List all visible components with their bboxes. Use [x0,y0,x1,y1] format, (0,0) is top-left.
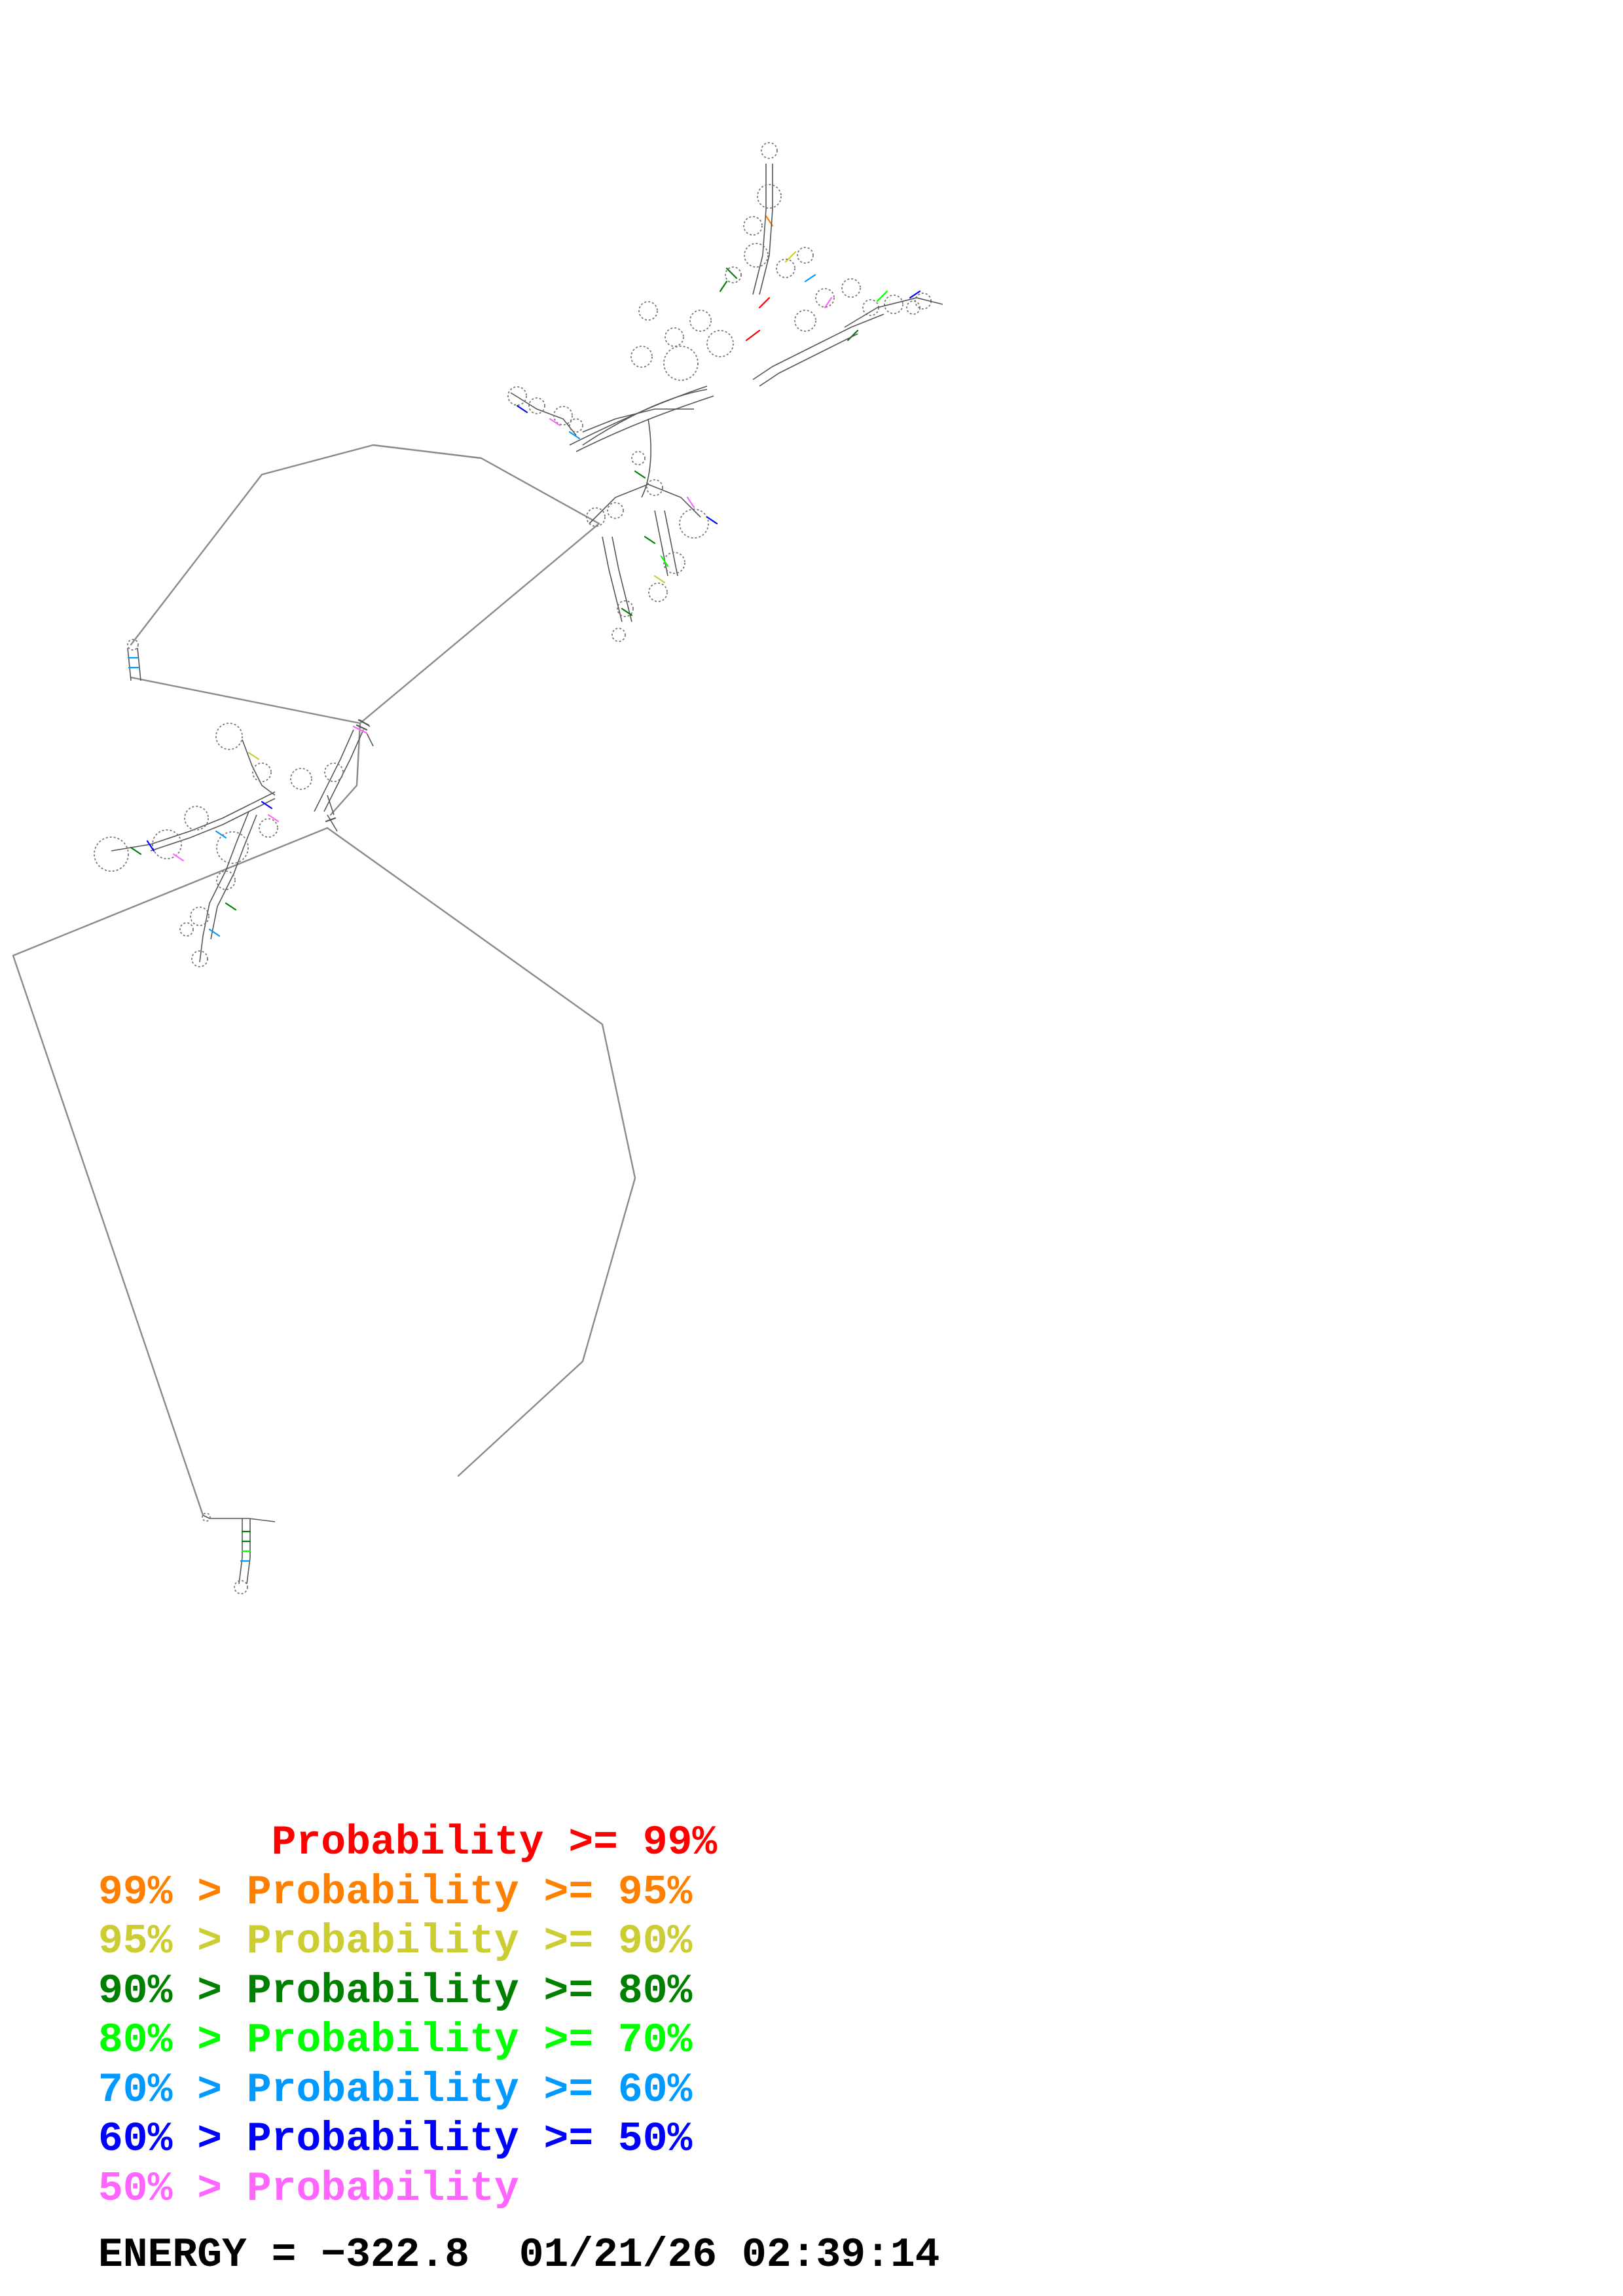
legend-text: Probability >= 60% [246,2066,693,2113]
energy-value: −322.8 [321,2232,470,2278]
legend-row: 60% > Probability >= 50% [98,2115,717,2164]
legend-row: Probability >= 99% [98,1818,718,1868]
legend-row: 90% > Probability >= 80% [98,1967,717,2017]
bottom-hairpin [202,1513,276,1594]
legend-text: Probability [246,2165,519,2212]
legend-prefix: 99% > [98,1869,247,1916]
footer-spacer [469,2232,519,2278]
timestamp: 01/21/26 02:39:14 [519,2232,940,2278]
legend-row: 99% > Probability >= 95% [98,1868,717,1918]
left-domain [94,723,374,967]
backbone-outer-loop-bottom [12,827,329,1516]
probability-legend: Probability >= 99% 99% > Probability >= 9… [98,1818,717,2214]
energy-footer: ENERGY = −322.8 01/21/26 02:39:14 [98,2232,939,2278]
left-hairpin [127,639,141,681]
junction-stems [325,719,371,832]
legend-text: Probability >= 50% [246,2116,693,2162]
middle-domain [586,484,718,642]
legend-prefix: 60% > [98,2116,247,2162]
backbone-branch-link [329,722,361,816]
legend-prefix: 50% > [98,2165,247,2212]
backbone-outer-loop-left [130,444,600,646]
legend-prefix: 70% > [98,2066,247,2113]
legend-text: Probability >= 80% [246,1967,693,2015]
legend-text: Probability >= 95% [246,1869,693,1916]
legend-prefix: 95% > [98,1918,247,1965]
legend-text: Probability >= 90% [246,1918,693,1965]
upper-domain [507,142,943,498]
legend-row: 50% > Probability [98,2164,717,2214]
legend-prefix: 80% > [98,2017,247,2064]
energy-label: ENERGY = [98,2232,321,2278]
rna-secondary-structure-diagram [12,142,943,1594]
backbone-tail-3prime [326,827,636,1477]
legend-row: 70% > Probability >= 60% [98,2066,717,2115]
legend-prefix: 90% > [98,1967,247,2015]
legend-prefix [98,1820,272,1866]
legend-text: Probability >= 70% [246,2017,693,2064]
legend-text: Probability >= 99% [271,1820,718,1866]
legend-row: 95% > Probability >= 90% [98,1917,717,1967]
legend-row: 80% > Probability >= 70% [98,2016,717,2066]
